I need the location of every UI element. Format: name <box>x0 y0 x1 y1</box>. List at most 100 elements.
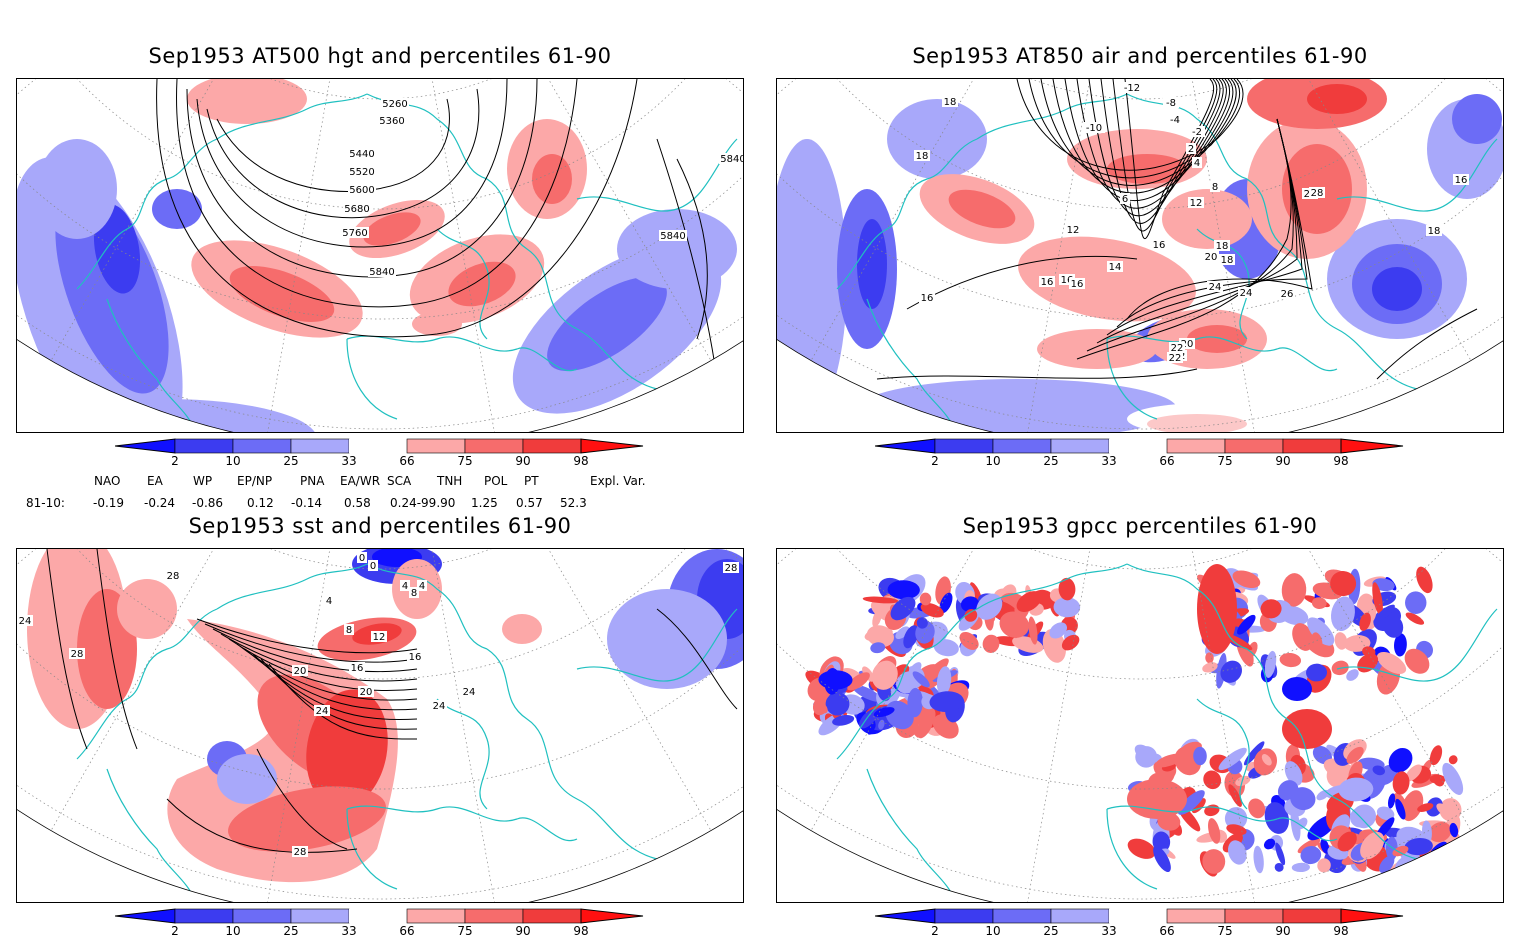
teleconnection-value: -0.19 <box>93 496 125 510</box>
anomaly-shade <box>1428 822 1452 843</box>
contour-label: 8 <box>1212 182 1218 193</box>
contour-line <box>186 79 538 278</box>
anomaly-shade <box>1155 753 1184 768</box>
anomaly-shade <box>1053 597 1081 618</box>
anomaly-shade <box>1404 648 1430 674</box>
colorbar-segment <box>232 908 292 924</box>
contour-line <box>220 633 418 682</box>
colorbar-tick-label: 90 <box>1275 924 1291 938</box>
contour-label: 8 <box>346 625 352 636</box>
anomaly-shade <box>982 634 1000 653</box>
anomaly-shade <box>1405 612 1425 625</box>
colorbar-graphic <box>875 908 1404 924</box>
teleconnection-header: SCA <box>387 474 412 488</box>
anomaly-shade <box>37 139 117 239</box>
anomaly-shade <box>1037 329 1157 369</box>
anomaly-shade <box>964 609 978 622</box>
contour-label: 16 <box>1041 277 1054 288</box>
contour-label: 28 <box>725 563 738 574</box>
anomaly-shade <box>1291 862 1310 873</box>
anomaly-shade <box>1177 790 1205 815</box>
colorbar-segment <box>290 438 350 454</box>
colorbar-segment <box>1050 908 1110 924</box>
anomaly-shade <box>1405 591 1427 614</box>
contour-label-bg <box>165 570 181 581</box>
anomaly-shade <box>1232 570 1261 589</box>
coastline <box>866 298 958 432</box>
anomaly-shade <box>217 754 277 804</box>
contour-line <box>196 79 508 248</box>
anomaly-shade <box>412 312 462 336</box>
contour-label: 14 <box>1109 262 1122 273</box>
contour-label-bg <box>1186 143 1196 154</box>
coastline <box>976 563 1128 610</box>
contour-line <box>1028 79 1240 179</box>
contour-label-bg <box>407 651 423 662</box>
anomaly-shade <box>903 625 919 649</box>
longitude-line <box>1140 549 1472 831</box>
contour-label-bg <box>368 266 396 277</box>
contour-label: 4 <box>1194 158 1200 169</box>
colorbar-segment <box>349 439 407 453</box>
contour-label: 22 <box>1169 353 1182 364</box>
anomaly-shade <box>1372 582 1383 616</box>
contour-label-bg <box>723 562 739 573</box>
colorbar-segment <box>934 908 994 924</box>
contour-label-bg <box>358 686 374 697</box>
contour-label-bg <box>357 552 367 563</box>
contour-label-bg <box>378 115 406 126</box>
teleconnection-header: PNA <box>300 474 325 488</box>
colorbar-tick-label: 75 <box>1217 924 1233 938</box>
colorbar-tick-label: 33 <box>1101 924 1117 938</box>
anomaly-shade <box>1228 784 1242 807</box>
coastline <box>836 608 978 760</box>
anomaly-shade <box>917 710 935 739</box>
contour-label: 24 <box>1209 282 1222 293</box>
coastline <box>866 768 958 902</box>
colorbar-arrow-high <box>1340 908 1404 924</box>
anomaly-shade <box>1228 840 1247 865</box>
teleconnection-header: EP/NP <box>237 474 273 488</box>
anomaly-shade <box>872 609 882 628</box>
teleconnection-header: PT <box>524 474 539 488</box>
teleconnection-header: NAO <box>94 474 121 488</box>
anomaly-shade <box>228 786 386 852</box>
anomaly-shade <box>919 592 932 606</box>
teleconnection-value: 0.57 <box>516 496 543 510</box>
anomaly-shade <box>1282 709 1332 749</box>
teleconnection-header: Expl. Var. <box>590 474 646 488</box>
anomaly-shade <box>1042 629 1066 663</box>
anomaly-shade <box>1193 746 1207 766</box>
colorbar-segment <box>522 908 582 924</box>
colorbar-top-left: 2 10 25 33 66 75 90 98 <box>115 438 645 470</box>
anomaly-shade <box>363 212 421 246</box>
contour-line <box>176 79 578 308</box>
contour-label-bg <box>1065 224 1081 235</box>
coastline <box>346 805 578 842</box>
contour-label-bg <box>417 580 427 591</box>
colorbar-segment <box>174 438 234 454</box>
anomaly-shade <box>607 589 727 689</box>
anomaly-shade <box>229 266 335 322</box>
anomaly-shade <box>1362 646 1376 658</box>
anomaly-shade <box>1448 755 1458 765</box>
coastline <box>1126 563 1248 650</box>
colorbar-segment <box>1166 438 1226 454</box>
anomaly-shade <box>929 691 964 713</box>
contour-label-bg <box>1083 122 1105 133</box>
anomaly-shade <box>1284 761 1303 786</box>
anomaly-shade <box>1394 633 1407 657</box>
coastline <box>106 768 198 902</box>
contour-label: 0 <box>359 553 365 564</box>
anomaly-shade <box>936 666 952 696</box>
teleconnection-value: 0.24-99.90 <box>390 496 456 510</box>
anomaly-shade <box>1205 652 1214 664</box>
colorbar-tick-label: 2 <box>171 924 179 938</box>
contour-label: -12 <box>1124 83 1140 94</box>
contour-label: 2 <box>1188 144 1194 155</box>
colorbar-tick-label: 2 <box>931 454 939 468</box>
anomaly-shade <box>870 642 886 654</box>
contour-label-bg <box>431 700 447 711</box>
contour-label: 16 <box>921 293 934 304</box>
anomaly-shade <box>1248 798 1266 819</box>
